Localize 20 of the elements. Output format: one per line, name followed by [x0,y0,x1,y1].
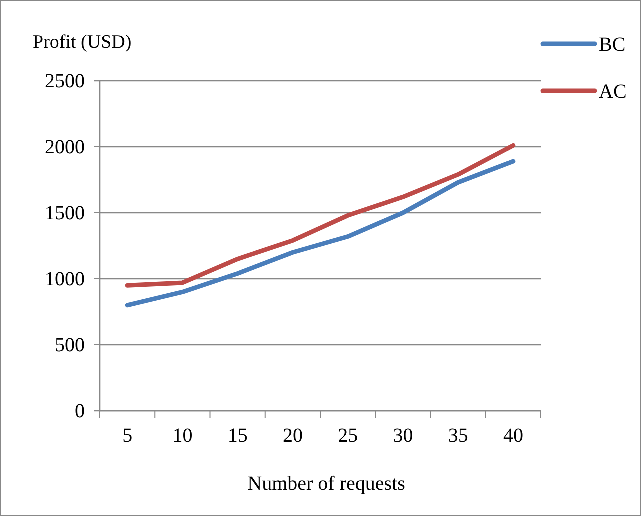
legend-label: AC [599,81,627,103]
y-tick-label: 1000 [45,268,85,290]
y-tick-label: 2000 [45,136,85,158]
x-tick-label: 35 [448,425,468,447]
line-series [125,159,516,308]
y-tick-label: 0 [75,400,85,422]
y-tick-label: 500 [55,334,85,356]
y-tick-label: 2500 [45,70,85,92]
y-tick-label: 1500 [45,202,85,224]
x-axis-title: Number of requests [248,473,406,495]
x-tick-label: 25 [338,425,358,447]
x-tick-label: 15 [228,425,248,447]
legend-label: BC [599,34,626,56]
line-series [125,143,516,288]
x-tick-label: 10 [172,425,193,447]
x-tick-label: 5 [122,425,133,447]
x-tick-label: 30 [393,425,414,447]
y-axis-title: Profit (USD) [33,32,132,53]
x-tick-label: 40 [503,425,524,447]
x-tick-label: 20 [282,425,303,447]
